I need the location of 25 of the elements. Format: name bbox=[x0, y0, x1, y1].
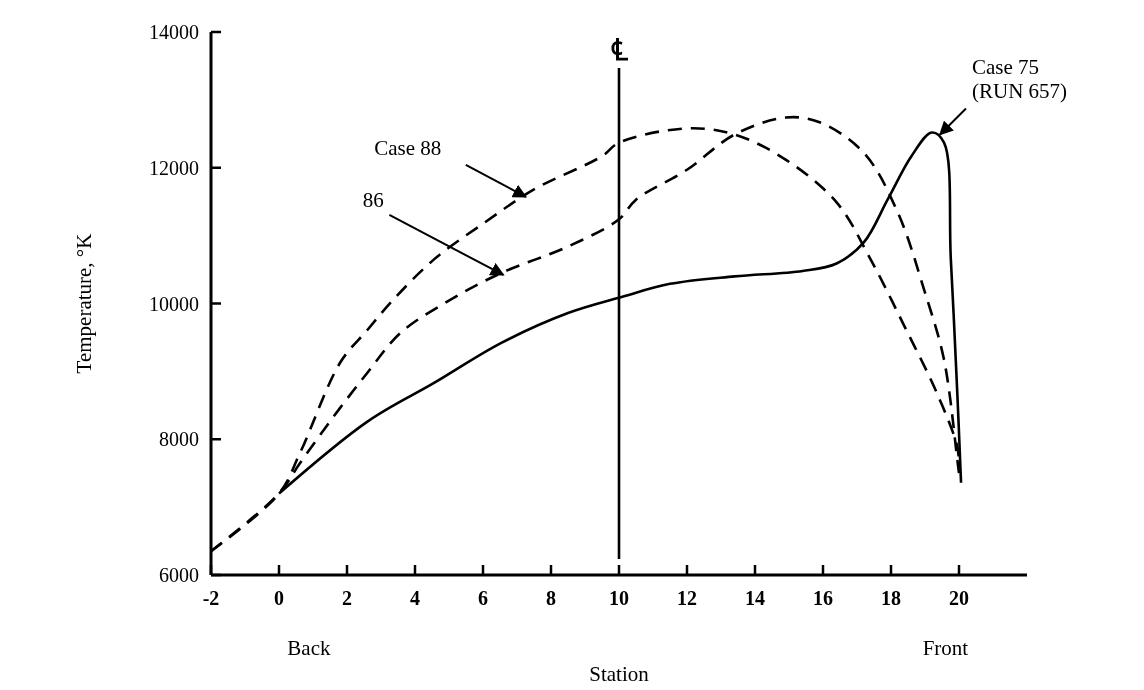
x-tick-label: 16 bbox=[813, 587, 833, 609]
x-axis-title: Station bbox=[589, 662, 650, 686]
annotation: Case 75 (RUN 657) bbox=[972, 55, 1068, 104]
y-tick-label: 12000 bbox=[149, 156, 199, 179]
x-tick-label: 8 bbox=[546, 587, 556, 609]
x-tick-label: 12 bbox=[677, 587, 697, 609]
annotation: Case 88 bbox=[374, 135, 442, 160]
text: Back bbox=[287, 636, 331, 660]
x-tick-label: 14 bbox=[745, 587, 765, 609]
x-tick-label: 4 bbox=[410, 587, 420, 609]
x-tick-label: 20 bbox=[949, 587, 969, 609]
x-tick-label: 6 bbox=[478, 587, 488, 609]
x-tick-label: 18 bbox=[881, 587, 901, 609]
annotation: 86 bbox=[362, 187, 384, 212]
x-tick-label: -2 bbox=[202, 587, 220, 609]
y-tick-label: 10000 bbox=[149, 292, 199, 315]
y-axis-title: Temperature, °K bbox=[72, 233, 96, 374]
y-tick-label: 6000 bbox=[159, 564, 199, 586]
x-tick-label: 10 bbox=[609, 587, 629, 609]
ref-line-label: ℄ bbox=[610, 33, 629, 66]
x-tick-label: 0 bbox=[274, 587, 284, 609]
x-tick-label: 2 bbox=[342, 587, 352, 609]
y-tick-label: 14000 bbox=[149, 21, 199, 43]
y-tick-label: 8000 bbox=[159, 428, 199, 451]
text: Front bbox=[922, 636, 969, 660]
